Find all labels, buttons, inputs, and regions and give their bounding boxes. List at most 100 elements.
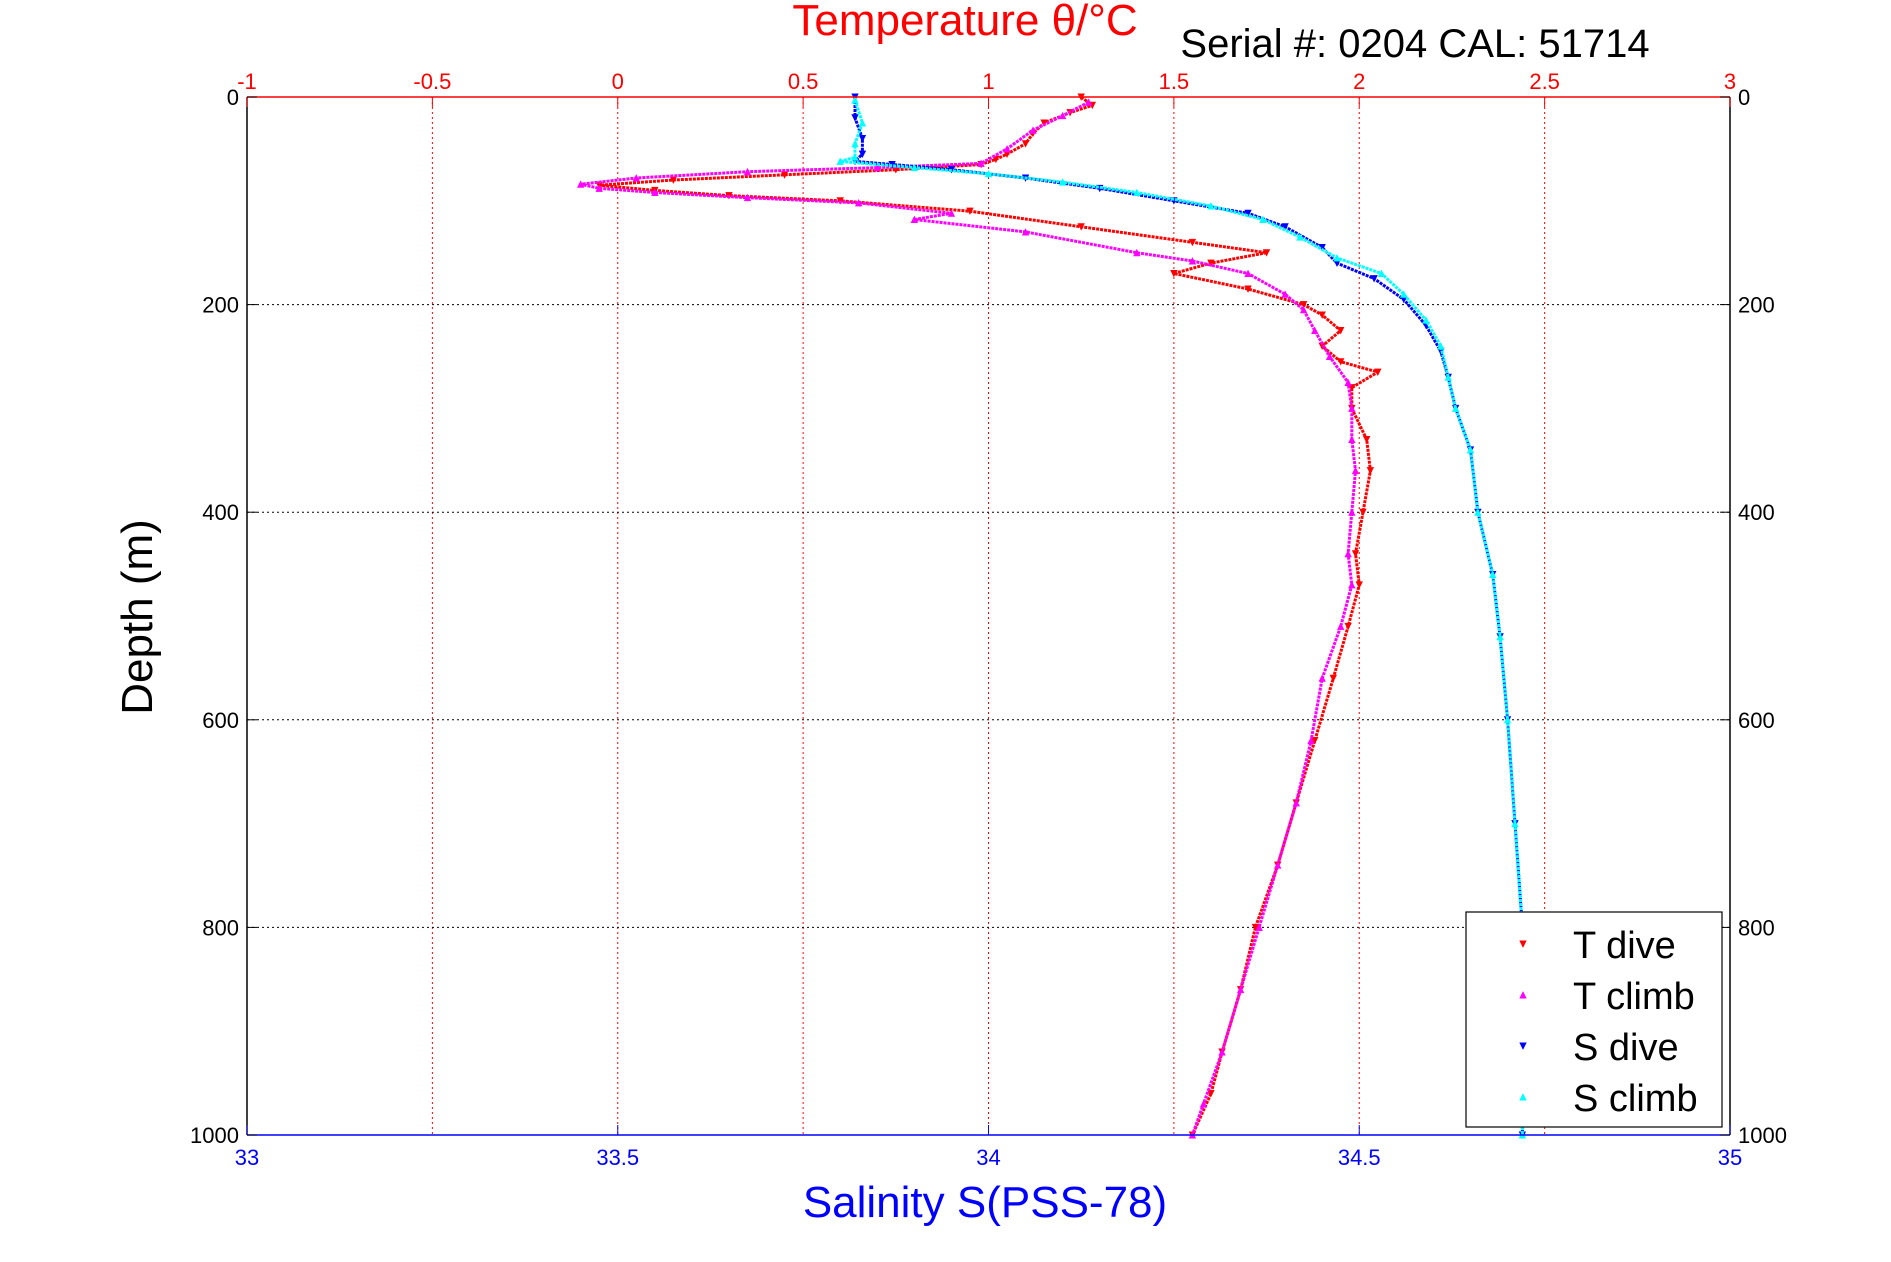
s-climb-point [851,96,859,104]
legend-label-t-dive: T dive [1573,925,1676,967]
t-climb-point [1351,466,1360,475]
t-dive-point [1262,249,1271,257]
depth-tick-label-left: 200 [202,293,239,318]
salinity-axis-label: Salinity S(PSS-78) [803,1178,1167,1227]
t-dive-point [1251,923,1260,932]
temperature-tick-label: 1 [982,69,994,94]
s-climb-point [1489,570,1497,578]
t-climb-point [1199,1099,1208,1108]
t-dive-point [1299,301,1308,309]
s-climb-profile-line [838,99,1524,1135]
t-climb-point [1344,378,1352,386]
s-climb-point [1466,446,1475,454]
salinity-tick-label: 35 [1718,1145,1742,1170]
t-climb-point [1133,248,1141,257]
s-dive-point [1370,275,1378,283]
temperature-tick-label: 1.5 [1159,69,1190,94]
temperature-tick-label: 3 [1724,69,1736,94]
s-climb-point [858,119,867,127]
t-climb-point [1348,508,1356,516]
t-dive-point [1359,508,1367,517]
t-dive-point [1362,436,1371,444]
s-climb-point [1377,269,1386,277]
t-dive-point [1188,238,1197,247]
t-dive-point [1170,269,1178,278]
depth-tick-label-right: 0 [1738,85,1750,110]
t-climb-point [743,167,752,176]
t-dive-point [1344,622,1352,631]
legend: T dive T climb S dive S climb [1465,911,1723,1128]
t-climb-point [1188,257,1197,265]
temperature-tick-label: 0.5 [788,69,819,94]
t-dive-point [1207,259,1215,267]
data-series [576,93,1527,1139]
s-climb-point [1259,215,1267,223]
temperature-tick-label: 2.5 [1529,69,1560,94]
t-dive-profile-line [597,95,1380,1136]
legend-marker-t-dive [1519,940,1527,948]
t-climb-point [855,199,863,207]
t-climb-point [1244,269,1252,277]
t-climb-point [1325,352,1334,361]
t-dive-point [1355,581,1363,589]
s-climb-point [1207,202,1215,210]
legend-marker-t-climb [1519,991,1527,999]
t-climb-point [1299,305,1308,314]
legend-marker-s-climb [1519,1093,1527,1101]
s-climb-point [836,157,844,165]
t-dive-point [966,207,974,216]
t-climb-point [1058,111,1067,120]
salinity-tick-label: 33 [235,1145,259,1170]
salinity-tick-label: 34 [976,1145,1000,1170]
t-climb-point [1084,98,1093,106]
s-climb-point [984,169,993,178]
t-climb-point [1255,923,1263,931]
t-dive-point [1337,358,1345,366]
depth-tick-label-right: 400 [1738,500,1775,525]
s-climb-point [1333,254,1341,262]
s-climb-point [1133,188,1141,196]
t-climb-point [1236,985,1245,994]
t-climb-point [977,159,985,167]
temperature-tick-label: 0 [612,69,624,94]
s-dive-point [1244,209,1252,218]
t-dive-point [1040,119,1048,127]
t-dive-point [1244,285,1252,293]
legend-box [1465,911,1723,1128]
t-climb-point [910,215,919,223]
t-climb-point [1281,290,1289,298]
t-climb-point [1307,736,1315,745]
t-climb-point [1003,145,1011,153]
temperature-tick-label: -0.5 [413,69,451,94]
depth-tick-label-right: 600 [1738,708,1775,733]
t-climb-point [632,174,640,182]
t-climb-point [947,209,956,217]
s-climb-point [1058,178,1067,186]
t-climb-point [1029,126,1037,134]
depth-tick-label-right: 1000 [1738,1123,1787,1148]
t-climb-point [1292,798,1300,807]
t-dive-point [1207,1089,1215,1098]
s-climb-point [1511,819,1519,828]
s-dive-point [858,135,867,143]
t-climb-point [651,188,659,196]
s-climb-point [1496,632,1504,641]
legend-marker-s-dive [1519,1042,1527,1050]
depth-tick-label-right: 200 [1738,293,1775,318]
depth-tick-label-left: 800 [202,915,239,940]
t-dive-point [1311,737,1319,745]
t-dive-point [1318,311,1326,319]
t-dive-point [1021,140,1030,148]
t-climb-point [873,163,881,172]
t-climb-point [1311,326,1319,335]
temperature-tick-label: 2 [1353,69,1365,94]
s-dive-point [851,114,859,122]
temperature-axis-label: Temperature θ/°C [792,0,1137,45]
s-dive-point [1281,223,1289,231]
s-dive-point [858,150,867,158]
s-climb-point [1437,342,1445,350]
salinity-tick-label: 33.5 [596,1145,639,1170]
depth-tick-label-left: 0 [227,85,239,110]
